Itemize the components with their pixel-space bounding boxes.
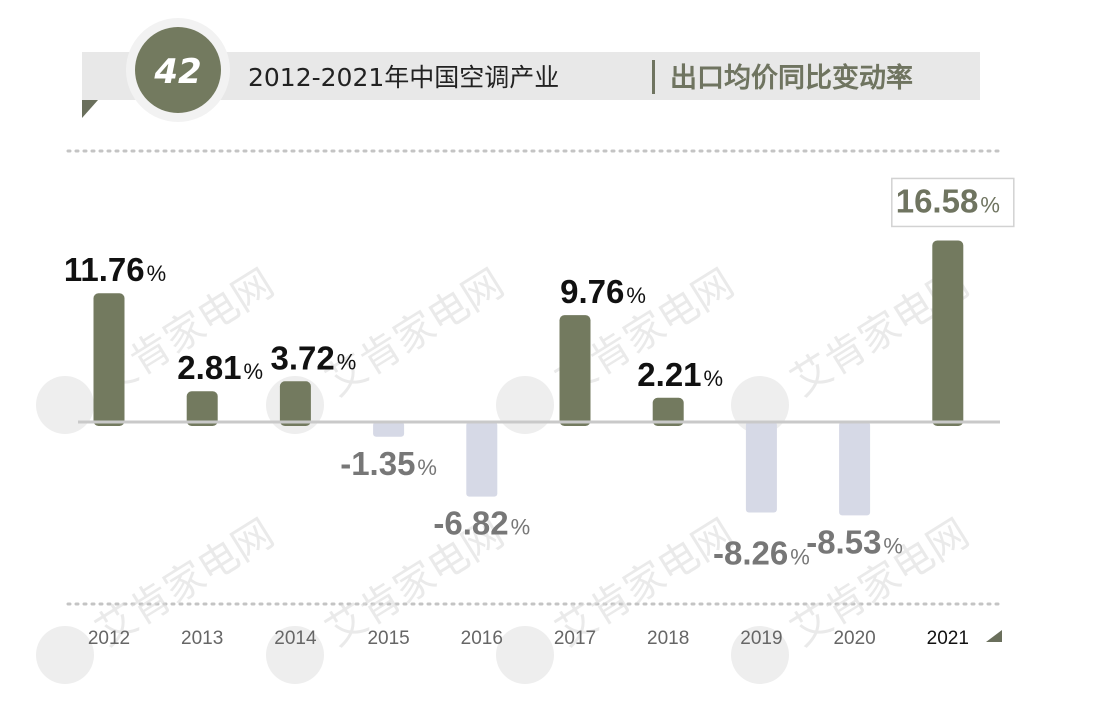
badge-circle bbox=[135, 27, 221, 113]
tick-label-2017: 2017 bbox=[554, 628, 596, 649]
tick-label-2021: 2021 bbox=[927, 628, 969, 649]
chart-title: 2012-2021年中国空调产业 bbox=[248, 63, 559, 92]
tick-label-2016: 2016 bbox=[461, 628, 503, 649]
value-label-2019: -8.26% bbox=[713, 534, 810, 571]
watermark: 艾肯家电网 bbox=[36, 510, 282, 684]
bar-2012 bbox=[93, 293, 125, 426]
aiken-logo-icon bbox=[36, 376, 94, 434]
bar-2013 bbox=[186, 391, 218, 426]
aiken-logo-icon bbox=[496, 376, 554, 434]
header-banner bbox=[82, 52, 980, 100]
bar-2020 bbox=[839, 422, 871, 516]
value-label-2015: -1.35% bbox=[340, 445, 437, 482]
bar-2015 bbox=[373, 422, 405, 437]
tick-label-2019: 2019 bbox=[740, 628, 782, 649]
header-corner-fold bbox=[82, 100, 98, 118]
bar-2021 bbox=[932, 240, 964, 426]
bar-2019 bbox=[745, 422, 777, 513]
aiken-logo-icon bbox=[496, 626, 554, 684]
value-label-2013: 2.81% bbox=[177, 349, 263, 386]
bar-2014 bbox=[279, 381, 311, 426]
x-axis-labels: 2012 2013 2014 2015 2016 2017 2018 2019 2020 2021 bbox=[88, 628, 969, 649]
bar-2017 bbox=[559, 315, 591, 426]
header: 42 2012-2021年中国空调产业 出口均价同比变动率 bbox=[82, 18, 980, 122]
value-label-2018: 2.21% bbox=[637, 356, 723, 393]
bars-layer bbox=[93, 240, 964, 516]
tick-label-2020: 2020 bbox=[833, 628, 875, 649]
aiken-logo-icon bbox=[266, 626, 324, 684]
badge-number: 42 bbox=[153, 52, 201, 92]
value-label-2012: 11.76% bbox=[64, 251, 166, 288]
chart-subtitle: 出口均价同比变动率 bbox=[670, 62, 913, 94]
tick-label-2012: 2012 bbox=[88, 628, 130, 649]
watermark: 艾肯家电网 bbox=[496, 510, 742, 684]
watermark-text: 艾肯家电网 bbox=[318, 260, 512, 405]
tick-label-2018: 2018 bbox=[647, 628, 689, 649]
value-label-2014: 3.72% bbox=[271, 339, 357, 376]
tick-label-2014: 2014 bbox=[274, 628, 317, 649]
value-label-2016: -6.82% bbox=[433, 505, 530, 542]
tick-label-2015: 2015 bbox=[367, 628, 409, 649]
value-label-2017: 9.76% bbox=[560, 273, 646, 310]
axis-end-arrow-icon bbox=[986, 630, 1002, 642]
aiken-logo-icon bbox=[36, 626, 94, 684]
aiken-logo-icon bbox=[731, 376, 789, 434]
aiken-logo-icon bbox=[731, 626, 789, 684]
bar-2016 bbox=[466, 422, 498, 497]
labels-layer: 11.76% 2.81% 3.72% -1.35% -6.82% 9.76% 2.21% -8… bbox=[64, 177, 1015, 571]
value-label-2020: -8.53% bbox=[806, 523, 903, 560]
value-label-2021: 16.58% bbox=[896, 182, 1000, 219]
bar-2018 bbox=[652, 397, 684, 426]
title-divider bbox=[652, 60, 655, 94]
tick-label-2013: 2013 bbox=[181, 628, 223, 649]
highlight-label-box bbox=[891, 177, 1015, 228]
